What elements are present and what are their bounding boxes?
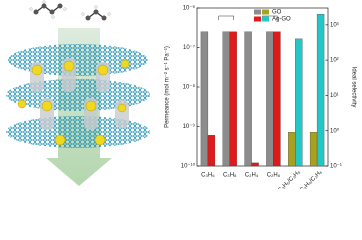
y2-tick-label: 10³ <box>330 22 339 28</box>
x-tick-label: C₃H₈ <box>223 173 237 179</box>
legend-swatch <box>254 9 261 15</box>
chart: 10⁻¹⁰ 10⁻⁹ 10⁻⁸ 10⁻⁷ 10⁻⁶ 10⁻¹ 10⁰ 10¹ 10² 10³ Per… <box>165 5 357 189</box>
y-axis-title: Permeance (mol m⁻² s⁻¹ Pa⁻¹) <box>165 46 171 128</box>
legend-swatch <box>262 16 269 22</box>
bar <box>273 31 281 167</box>
bracket <box>218 15 234 20</box>
y2-tick-label: 10⁰ <box>330 127 340 134</box>
legend-label: GO <box>272 10 282 16</box>
bar <box>309 132 318 167</box>
y2-tick-label: 10¹ <box>330 93 339 99</box>
y2-tick-label: 10² <box>330 58 339 64</box>
bar <box>229 31 237 167</box>
bar <box>251 162 259 167</box>
bar <box>207 135 216 167</box>
x-tick-label: C₃H₆ <box>201 173 215 179</box>
legend-swatch <box>254 16 261 22</box>
bar <box>244 31 252 167</box>
legend-label: Ag-GO <box>272 17 291 23</box>
figure: 10⁻¹⁰ 10⁻⁹ 10⁻⁸ 10⁻⁷ 10⁻⁶ 10⁻¹ 10⁰ 10¹ 10² 10³ Per… <box>6 0 357 189</box>
bar <box>200 31 209 167</box>
x-tick-label: C₂H₄/C₂H₆ <box>299 169 324 189</box>
x-tick-label: C₂H₆ <box>267 173 281 179</box>
legend-swatch <box>262 9 269 15</box>
bar <box>288 132 296 167</box>
y-tick-label: 10⁻¹⁰ <box>181 163 196 170</box>
x-tick-label: C₃H₆/C₃H₈ <box>277 169 302 189</box>
illustration <box>6 0 150 186</box>
bar <box>316 14 325 167</box>
y-tick-label: 10⁻⁹ <box>183 123 196 130</box>
plot-frame <box>196 7 329 167</box>
y-tick-label: 10⁻⁶ <box>183 5 196 12</box>
y-tick-label: 10⁻⁸ <box>183 84 196 91</box>
bar <box>222 31 230 167</box>
y2-tick-label: 10⁻¹ <box>330 164 342 170</box>
y-tick-label: 10⁻⁷ <box>183 44 195 51</box>
bar <box>266 31 274 167</box>
x-tick-label: C₂H₄ <box>245 173 259 179</box>
y2-axis-title: Ideal selectivity <box>350 67 356 108</box>
bar <box>295 38 303 167</box>
